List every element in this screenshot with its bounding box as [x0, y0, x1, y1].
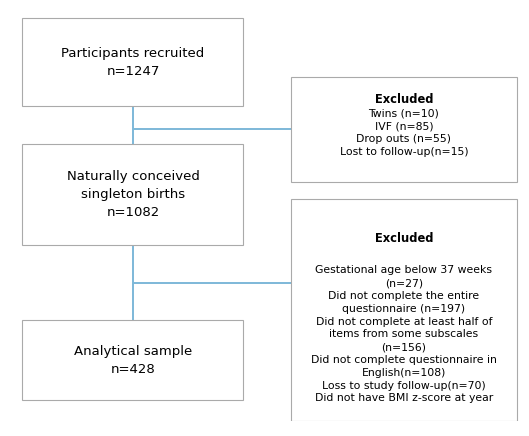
Text: Analytical sample
n=428: Analytical sample n=428	[74, 345, 192, 376]
FancyBboxPatch shape	[22, 18, 243, 106]
FancyBboxPatch shape	[291, 199, 517, 421]
Text: Naturally conceived
singleton births
n=1082: Naturally conceived singleton births n=1…	[67, 170, 199, 219]
Text: Participants recruited
n=1247: Participants recruited n=1247	[61, 47, 205, 78]
Text: Gestational age below 37 weeks
(n=27)
Did not complete the entire
questionnaire : Gestational age below 37 weeks (n=27) Di…	[311, 266, 497, 403]
Text: Excluded: Excluded	[375, 232, 433, 245]
Text: Excluded: Excluded	[375, 93, 433, 106]
Text: Twins (n=10)
IVF (n=85)
Drop outs (n=55)
Lost to follow-up(n=15): Twins (n=10) IVF (n=85) Drop outs (n=55)…	[340, 109, 468, 157]
FancyBboxPatch shape	[22, 144, 243, 245]
FancyBboxPatch shape	[22, 320, 243, 400]
FancyBboxPatch shape	[291, 77, 517, 182]
